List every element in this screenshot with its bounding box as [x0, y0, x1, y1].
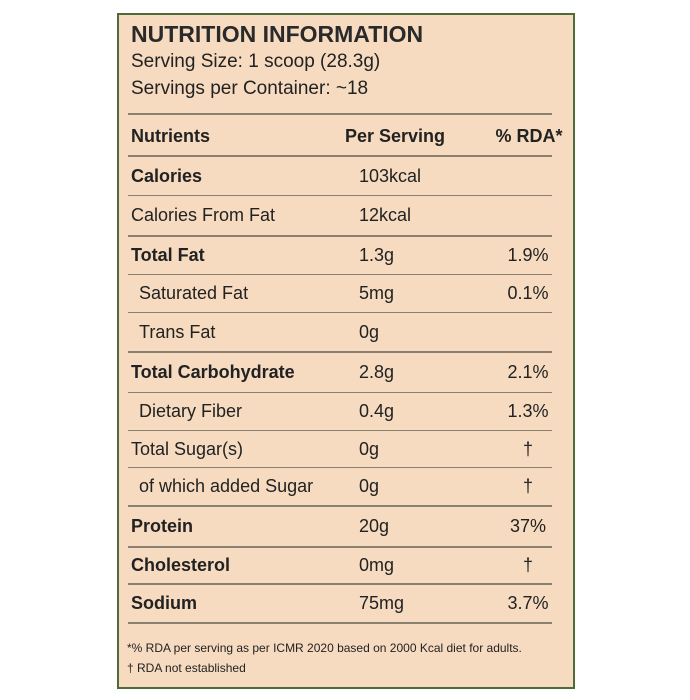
divider	[128, 113, 552, 115]
per-serving: 5mg	[359, 283, 395, 303]
rda: †	[522, 438, 533, 459]
servings-per-container: Servings per Container: ~18	[131, 78, 369, 99]
per-serving: 0g	[359, 438, 380, 459]
column-header: % RDA*	[495, 126, 563, 146]
per-serving: 1.3g	[359, 244, 395, 265]
nutrition-panel: NUTRITION INFORMATION Serving Size: 1 sc…	[117, 13, 575, 689]
title: NUTRITION INFORMATION	[131, 21, 424, 47]
nutrient: Calories	[131, 165, 203, 186]
rda: 1.3%	[507, 401, 549, 421]
rda: 1.9%	[507, 244, 549, 265]
nutrient: Sodium	[131, 592, 197, 613]
divider	[128, 546, 552, 548]
rda: 0.1%	[507, 283, 549, 303]
rda: 3.7%	[507, 592, 549, 613]
divider	[128, 467, 552, 468]
nutrient: Dietary Fiber	[139, 401, 243, 421]
per-serving: 103kcal	[359, 165, 422, 186]
nutrient: Total Fat	[131, 244, 205, 265]
nutrient: of which added Sugar	[139, 476, 314, 496]
divider	[128, 235, 552, 237]
rda: 2.1%	[507, 361, 549, 382]
per-serving: 20g	[359, 515, 390, 536]
per-serving: 0g	[359, 321, 380, 342]
per-serving: 12kcal	[359, 205, 412, 225]
nutrient: Total Carbohydrate	[131, 361, 295, 382]
divider	[128, 312, 552, 313]
divider	[128, 155, 552, 157]
divider	[128, 351, 552, 353]
divider	[128, 583, 552, 585]
per-serving: 75mg	[359, 592, 405, 613]
divider	[128, 274, 552, 275]
divider	[128, 392, 552, 393]
nutrient: Saturated Fat	[139, 283, 249, 303]
per-serving: 2.8g	[359, 361, 395, 382]
divider	[128, 430, 552, 431]
column-header: Per Serving	[345, 126, 446, 146]
footnote: † RDA not established	[127, 661, 246, 675]
nutrient: Total Sugar(s)	[131, 438, 244, 459]
per-serving: 0.4g	[359, 401, 395, 421]
footnote: *% RDA per serving as per ICMR 2020 base…	[127, 641, 522, 655]
nutrient: Trans Fat	[139, 321, 216, 342]
nutrient: Protein	[131, 515, 194, 536]
divider	[128, 195, 552, 196]
serving-size: Serving Size: 1 scoop (28.3g)	[131, 51, 381, 72]
divider	[128, 622, 552, 624]
per-serving: 0g	[359, 476, 380, 496]
rda: †	[522, 476, 533, 496]
nutrient: Cholesterol	[131, 554, 231, 575]
nutrient: Calories From Fat	[131, 205, 276, 225]
rda: 37%	[509, 515, 547, 536]
column-header: Nutrients	[131, 126, 211, 146]
rda: †	[522, 554, 533, 575]
divider	[128, 505, 552, 507]
per-serving: 0mg	[359, 554, 395, 575]
